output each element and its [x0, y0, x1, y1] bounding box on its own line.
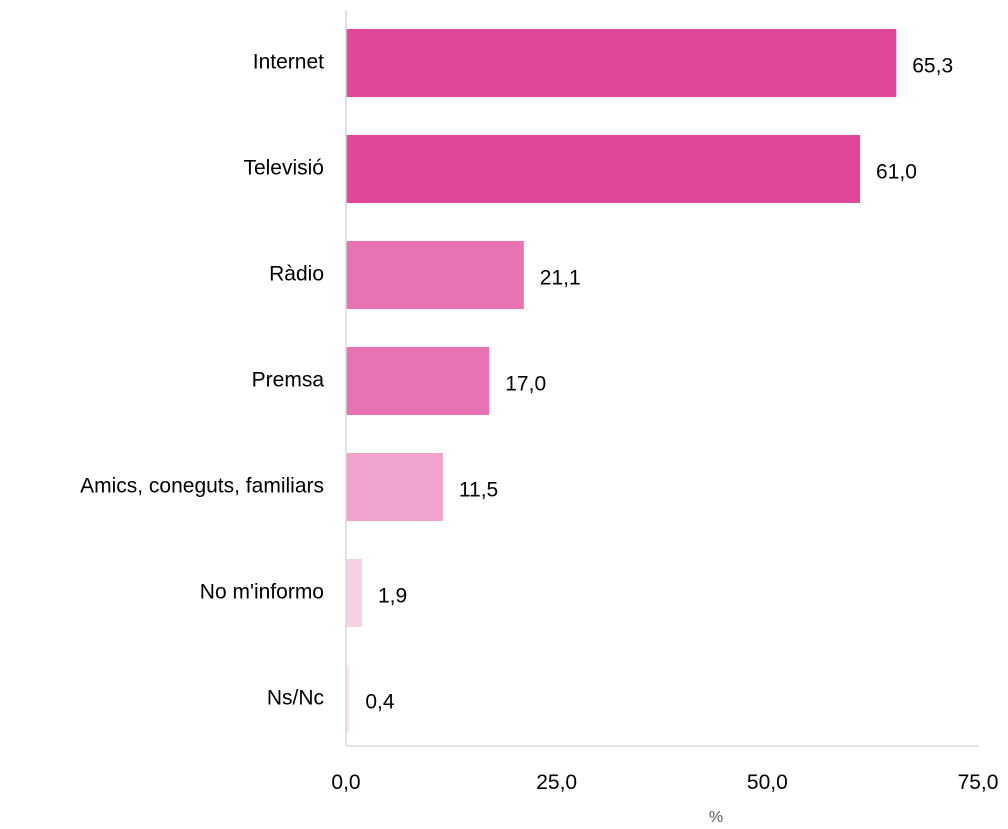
bar: [346, 559, 363, 627]
bar: [346, 241, 524, 309]
value-label: 21,1: [540, 267, 581, 290]
x-tick-label: 50,0: [747, 771, 788, 794]
category-label: Ràdio: [269, 263, 324, 286]
x-axis-title: %: [709, 809, 723, 826]
bar: [346, 665, 350, 733]
category-label: Televisió: [243, 157, 324, 180]
x-tick-label: 75,0: [958, 771, 999, 794]
value-label: 61,0: [876, 161, 917, 184]
category-labels: Internet Televisió Ràdio Premsa Amics, coneg…: [80, 51, 324, 710]
x-tick-labels: 0,0 25,0 50,0 75,0: [331, 771, 998, 794]
category-label: Internet: [253, 51, 324, 74]
value-label: 1,9: [378, 585, 407, 608]
bar: [346, 453, 443, 521]
bar: [346, 347, 490, 415]
bar: [346, 29, 897, 97]
category-label: Ns/Nc: [267, 687, 324, 710]
x-tick-label: 0,0: [331, 771, 360, 794]
bar: [346, 135, 861, 203]
value-labels: 65,3 61,0 21,1 17,0 11,5 1,9 0,4: [365, 55, 953, 714]
value-label: 65,3: [912, 55, 953, 78]
bars-group: [346, 29, 897, 733]
category-label: Premsa: [252, 369, 325, 392]
category-label: Amics, coneguts, familiars: [80, 475, 324, 498]
category-label: No m'informo: [200, 581, 324, 604]
value-label: 0,4: [365, 691, 395, 714]
x-tick-label: 25,0: [536, 771, 577, 794]
value-label: 11,5: [459, 479, 498, 502]
value-label: 17,0: [505, 373, 546, 396]
